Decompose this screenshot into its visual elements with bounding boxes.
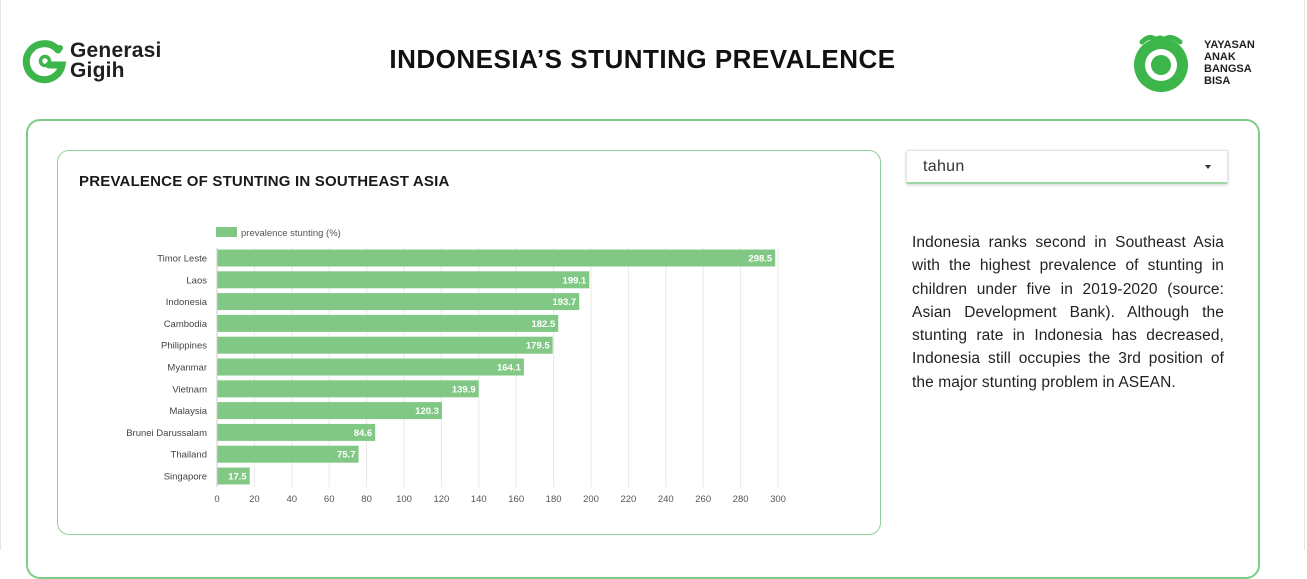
bar bbox=[217, 423, 376, 441]
data-label: 75.7 bbox=[337, 450, 356, 461]
yabb-logo-icon bbox=[1134, 34, 1188, 92]
x-tick-label: 120 bbox=[433, 494, 449, 505]
data-label: 84.6 bbox=[354, 428, 373, 439]
x-tick-label: 60 bbox=[324, 494, 335, 505]
bar bbox=[217, 249, 776, 267]
x-tick-label: 140 bbox=[471, 494, 487, 505]
data-label: 139.9 bbox=[452, 384, 476, 395]
data-label: 164.1 bbox=[497, 363, 521, 374]
data-label: 199.1 bbox=[563, 275, 587, 286]
brand-left-line2: Gigih bbox=[70, 59, 125, 82]
generasi-gigih-logo-icon bbox=[22, 40, 67, 84]
x-tick-label: 40 bbox=[287, 494, 298, 505]
bar bbox=[217, 402, 442, 420]
category-label: Malaysia bbox=[170, 406, 208, 417]
x-tick-label: 220 bbox=[620, 494, 636, 505]
category-label: Vietnam bbox=[172, 384, 207, 395]
category-label: Indonesia bbox=[166, 297, 208, 308]
category-label: Thailand bbox=[171, 450, 207, 461]
bar bbox=[217, 336, 553, 354]
chart-title: PREVALENCE OF STUNTING IN SOUTHEAST ASIA bbox=[79, 173, 450, 190]
bar bbox=[217, 358, 524, 376]
x-tick-label: 260 bbox=[695, 494, 711, 505]
x-tick-label: 160 bbox=[508, 494, 524, 505]
year-filter-label: tahun bbox=[923, 158, 965, 175]
x-tick-label: 20 bbox=[249, 494, 260, 505]
x-tick-label: 280 bbox=[733, 494, 749, 505]
x-tick-label: 240 bbox=[658, 494, 674, 505]
page-frame bbox=[0, 0, 1305, 550]
brand-right-line-3: BANGSA bbox=[1204, 63, 1252, 75]
data-label: 182.5 bbox=[531, 319, 555, 330]
bar bbox=[217, 314, 559, 332]
bar bbox=[217, 445, 359, 463]
caret-down-icon bbox=[1205, 165, 1211, 169]
bar bbox=[217, 380, 479, 398]
brand-right-line-1: YAYASAN bbox=[1204, 39, 1255, 51]
page-title: INDONESIA’S STUNTING PREVALENCE bbox=[389, 44, 896, 74]
brand-right-line-4: BISA bbox=[1204, 75, 1231, 87]
data-label: 17.5 bbox=[228, 472, 247, 483]
category-label: Singapore bbox=[164, 472, 207, 483]
x-tick-label: 80 bbox=[361, 494, 372, 505]
x-tick-label: 0 bbox=[214, 494, 219, 505]
description-text: Indonesia ranks second in Southeast Asia… bbox=[912, 234, 1224, 391]
x-tick-label: 300 bbox=[770, 494, 786, 505]
yayasan-anak-bangsa-bisa-logo: YAYASAN ANAK BANGSA BISA bbox=[1128, 30, 1255, 96]
category-label: Philippines bbox=[161, 341, 207, 352]
category-label: Cambodia bbox=[164, 319, 208, 330]
year-filter-dropdown[interactable]: tahun bbox=[906, 150, 1228, 184]
brand-left-line1: Generasi bbox=[70, 39, 162, 62]
category-label: Brunei Darussalam bbox=[126, 428, 207, 439]
category-label: Myanmar bbox=[167, 363, 207, 374]
brand-right-text: YAYASAN ANAK BANGSA BISA bbox=[1204, 39, 1255, 87]
data-label: 298.5 bbox=[748, 254, 772, 265]
brand-right-line-2: ANAK bbox=[1204, 51, 1236, 63]
x-tick-label: 180 bbox=[546, 494, 562, 505]
x-tick-label: 200 bbox=[583, 494, 599, 505]
data-label: 193.7 bbox=[552, 297, 576, 308]
bar bbox=[217, 271, 590, 289]
bar-chart: 0 20 40 60 80 100 120 140 160 180 200 220 240 260 280 3… bbox=[126, 227, 786, 505]
generasi-gigih-logo: Generasi Gigih bbox=[22, 38, 162, 84]
legend-swatch bbox=[216, 227, 237, 237]
data-label: 120.3 bbox=[415, 406, 439, 417]
bar bbox=[217, 293, 580, 311]
legend-label: prevalence stunting (%) bbox=[241, 228, 341, 239]
data-label: 179.5 bbox=[526, 341, 550, 352]
category-label: Laos bbox=[186, 275, 207, 286]
category-label: Timor Leste bbox=[157, 254, 207, 265]
x-tick-label: 100 bbox=[396, 494, 412, 505]
bar bbox=[217, 467, 250, 485]
brand-left-text: Generasi Gigih bbox=[70, 39, 162, 82]
